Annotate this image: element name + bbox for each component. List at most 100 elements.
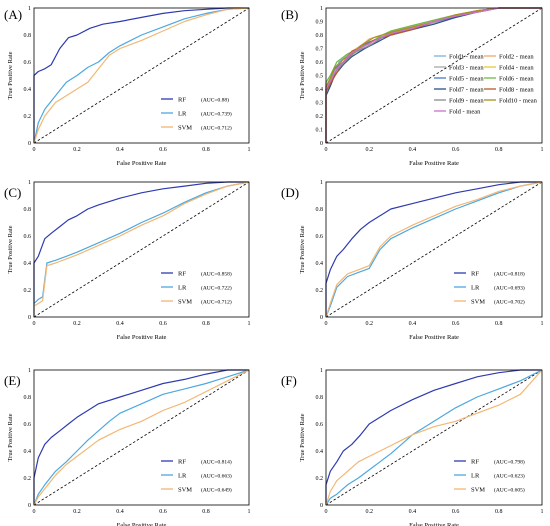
x-tick-label: 0.8	[202, 147, 210, 153]
legend-label: LR	[471, 285, 480, 292]
y-tick-label: 0.8	[24, 33, 32, 39]
legend-label: RF	[178, 459, 186, 466]
y-tick-label: 0.4	[24, 449, 32, 455]
roc-curve	[33, 7, 250, 144]
roc-panel: (F) 0 0.2 0.4 0.6 0.8 1 0 0.2 0.4 0.6 0.8 1 False Pos…	[281, 368, 544, 526]
x-tick-label: 0.4	[409, 509, 417, 515]
roc-curve	[325, 181, 543, 318]
y-tick-label: 0.4	[316, 449, 324, 455]
legend: RF (AUC=0.858) LR (AUC=0.722) SVM (AUC=0.712)	[161, 271, 232, 306]
y-tick-label: 0.8	[316, 33, 324, 39]
legend-auc: (AUC=0.605)	[494, 487, 525, 494]
x-tick-label: 0	[33, 321, 36, 327]
roc-curve	[33, 369, 250, 506]
legend-label: Fold6 - mean	[499, 76, 534, 83]
legend-auc: (AUC=0.663)	[201, 473, 232, 480]
y-tick-label: 0.8	[24, 395, 32, 401]
plot-frame	[33, 369, 250, 506]
roc-curve	[325, 181, 542, 317]
x-tick-label: 0	[325, 509, 328, 515]
roc-curve	[325, 181, 543, 318]
roc-curve	[325, 7, 542, 143]
chance-diagonal	[33, 369, 250, 506]
panel-label: (C)	[4, 185, 21, 200]
y-tick-label: 0.4	[24, 87, 32, 93]
x-tick-label: 0.6	[159, 321, 167, 327]
x-tick-label: 0.2	[73, 147, 81, 153]
legend-label: SVM	[178, 299, 192, 306]
y-tick-label: 0.2	[24, 114, 32, 120]
legend-label: Fold8 - mean	[499, 87, 534, 94]
chance-diagonal	[33, 181, 250, 318]
legend-label: SVM	[471, 487, 485, 494]
y-tick-label: 0.2	[316, 288, 324, 294]
y-tick-label: 0.1	[316, 128, 324, 134]
y-tick-label: 0.2	[316, 114, 324, 120]
x-tick-label: 0.6	[159, 509, 167, 515]
x-tick-label: 0.6	[452, 509, 460, 515]
x-tick-label: 1	[248, 147, 251, 153]
legend-label: SVM	[178, 125, 192, 132]
x-tick-label: 0.6	[452, 321, 460, 327]
y-tick-label: 0.8	[316, 207, 324, 213]
x-axis-title: False Positive Rate	[117, 334, 167, 341]
roc-curve	[33, 7, 249, 143]
panel-label: (A)	[4, 7, 22, 22]
y-tick-label: 0.6	[316, 234, 324, 240]
x-tick-label: 1	[541, 321, 544, 327]
legend-auc: (AUC=0.88)	[201, 97, 229, 104]
y-tick-label: 0.4	[316, 87, 324, 93]
y-axis-title: True Positive Rate	[7, 225, 14, 273]
legend-label: RF	[471, 459, 479, 466]
roc-panel: (D) 0 0.2 0.4 0.6 0.8 1 0 0.2 0.4 0.6 0.8 1 False Pos…	[281, 180, 544, 341]
x-tick-label: 0.2	[73, 509, 81, 515]
roc-curve	[325, 369, 543, 506]
legend-label: LR	[471, 473, 480, 480]
x-tick-label: 0	[325, 321, 328, 327]
y-axis-title: True Positive Rate	[299, 413, 306, 461]
legend: RF (AUC=0.818) LR (AUC=0.693) SVM (AUC=0.702)	[454, 271, 525, 306]
y-tick-label: 0	[28, 141, 31, 147]
legend-auc: (AUC=0.798)	[494, 459, 525, 466]
y-tick-label: 0.6	[316, 60, 324, 66]
chance-diagonal	[33, 7, 250, 144]
x-axis-title: False Positive Rate	[117, 160, 167, 167]
y-tick-label: 1	[28, 180, 31, 186]
legend-auc: (AUC=0.649)	[201, 487, 232, 494]
legend-label: Fold4 - mean	[499, 65, 534, 72]
y-tick-label: 0	[320, 503, 323, 509]
legend-label: Fold7 - mean	[449, 87, 484, 94]
legend-label: Fold1 - mean	[449, 54, 484, 61]
legend-auc: (AUC=0.814)	[201, 459, 232, 466]
x-tick-label: 0.4	[116, 147, 124, 153]
roc-curve	[33, 369, 250, 506]
roc-curve	[325, 369, 543, 506]
legend-label: SVM	[471, 299, 485, 306]
legend: RF (AUC=0.798) LR (AUC=0.623) SVM (AUC=0.605)	[454, 459, 525, 494]
legend-label: LR	[178, 111, 187, 118]
legend-label: Fold - mean	[449, 109, 481, 116]
x-tick-label: 0	[33, 509, 36, 515]
legend-label: Fold9 - mean	[449, 98, 484, 105]
y-tick-label: 0.2	[24, 476, 32, 482]
x-tick-label: 0.6	[452, 147, 460, 153]
legend-auc: (AUC=0.722)	[201, 285, 232, 292]
roc-curve	[325, 7, 542, 143]
panel-label: (B)	[281, 7, 298, 22]
legend-label: RF	[471, 271, 479, 278]
y-tick-label: 0.9	[316, 20, 324, 26]
y-tick-label: 0.6	[316, 422, 324, 428]
y-tick-label: 0.8	[24, 207, 32, 213]
x-tick-label: 1	[541, 509, 544, 515]
y-tick-label: 0.6	[24, 60, 32, 66]
plot-frame	[33, 7, 250, 144]
x-axis-title: False Positive Rate	[409, 522, 459, 526]
chance-diagonal	[325, 369, 543, 506]
legend: Fold1 - mean Fold2 - mean Fold3 - mean Fold…	[434, 54, 538, 116]
x-tick-label: 0.4	[116, 509, 124, 515]
y-tick-label: 1	[320, 180, 323, 186]
x-tick-label: 0.4	[409, 321, 417, 327]
y-tick-label: 1	[28, 368, 31, 374]
plot-frame	[33, 181, 250, 318]
